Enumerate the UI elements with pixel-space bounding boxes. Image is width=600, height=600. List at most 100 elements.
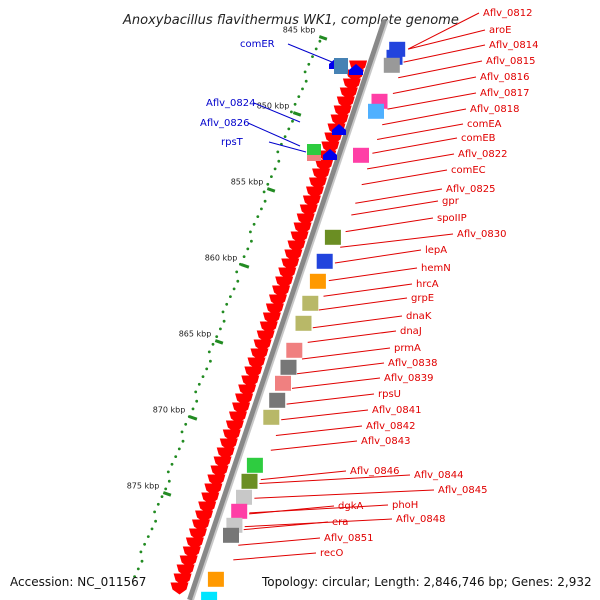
gene-label[interactable]: Aflv_0822 (458, 149, 508, 160)
gene-label[interactable]: Aflv_0842 (366, 421, 416, 432)
callout-line (392, 76, 477, 94)
callout-line (345, 217, 434, 233)
forward-gene-arrow (284, 249, 303, 262)
gc-dot (291, 119, 294, 123)
gene-label[interactable]: Aflv_0845 (438, 485, 488, 496)
callout-line (301, 347, 391, 360)
forward-gene-arrow (275, 276, 294, 289)
gene-label[interactable]: dnaK (406, 311, 432, 322)
scale-tick (188, 415, 198, 421)
gene-label[interactable]: comEB (461, 133, 496, 144)
gc-dot (136, 567, 140, 571)
gene-label[interactable]: hrcA (416, 279, 439, 290)
gene-label[interactable]: prmA (394, 343, 421, 354)
feature-box (275, 375, 291, 391)
gene-label[interactable]: Aflv_0818 (470, 104, 520, 115)
gene-label[interactable]: aroE (489, 25, 511, 36)
gene-label[interactable]: Aflv_0812 (483, 8, 533, 19)
feature-box (295, 315, 312, 331)
gene-label[interactable]: phoH (392, 500, 418, 511)
feature-box (307, 144, 321, 156)
gene-label[interactable]: Aflv_0817 (480, 88, 530, 99)
gene-label[interactable]: dgkA (338, 501, 363, 512)
feature-box (368, 103, 384, 119)
gene-label[interactable]: comER (240, 39, 275, 50)
feature-track (170, 41, 406, 600)
gene-label[interactable]: Aflv_0851 (324, 533, 374, 544)
gene-label[interactable]: comEC (451, 165, 486, 176)
forward-gene-arrow (222, 429, 241, 442)
gene-label[interactable]: lepA (425, 245, 447, 256)
callout-line (243, 521, 329, 531)
gene-label[interactable]: era (332, 517, 348, 528)
gene-label[interactable]: dnaJ (400, 326, 422, 337)
gene-label[interactable]: Aflv_0838 (388, 358, 438, 369)
gc-dot (246, 247, 250, 251)
gc-dot (209, 359, 212, 363)
feature-box (231, 503, 248, 519)
gc-dot (150, 527, 154, 531)
gene-label[interactable]: Aflv_0839 (384, 373, 434, 384)
gene-label[interactable]: rpsU (378, 389, 401, 400)
gene-label[interactable]: Aflv_0844 (414, 470, 464, 481)
gc-dot (221, 310, 225, 314)
gc-dot (314, 47, 318, 51)
gene-label[interactable]: Aflv_0841 (372, 405, 422, 416)
forward-gene-arrow (241, 375, 260, 388)
callout-line (387, 92, 477, 110)
gene-label[interactable]: hemN (421, 263, 451, 274)
gene-label[interactable]: Aflv_0830 (457, 229, 507, 240)
scale-ticks: 845 kbp 850 kbp 855 kbp 860 kbp 865 kbp 870 k… (127, 26, 328, 497)
gene-label[interactable]: Aflv_0814 (489, 40, 539, 51)
gene-label[interactable]: Aflv_0848 (396, 514, 446, 525)
forward-gene-arrow (247, 357, 266, 370)
forward-gene-arrow (198, 501, 217, 514)
forward-gene-arrow (201, 492, 220, 505)
callout-line (233, 552, 317, 561)
gene-label[interactable]: Aflv_0825 (446, 184, 496, 195)
forward-gene-arrow (342, 78, 361, 91)
gene-label[interactable]: recO (320, 548, 344, 559)
callout-line (382, 108, 467, 126)
feature-box (280, 359, 297, 375)
callout-line (351, 200, 439, 216)
backbone-highlight (192, 19, 389, 600)
gene-label[interactable]: spoIIP (437, 213, 467, 224)
feature-box (263, 409, 280, 425)
gene-label[interactable]: gpr (442, 196, 460, 207)
gc-dot (301, 87, 304, 91)
scale-tick-label: 845 kbp (283, 26, 316, 35)
gc-dot (318, 39, 322, 43)
gc-dot (140, 559, 144, 563)
callout-line (286, 393, 375, 405)
reverse-gene-arrow (349, 64, 363, 75)
callout-line (398, 60, 483, 79)
gene-label[interactable]: Aflv_0824 (206, 98, 256, 109)
gc-dot (270, 175, 273, 179)
forward-gene-arrow (182, 546, 201, 559)
scale-tick (292, 111, 302, 117)
gene-label[interactable]: Aflv_0843 (361, 436, 411, 447)
gene-label[interactable]: Aflv_0826 (200, 118, 250, 129)
gene-label[interactable]: comEA (467, 119, 502, 130)
gene-label[interactable]: rpsT (221, 137, 244, 148)
gene-label[interactable]: grpE (411, 293, 434, 304)
forward-gene-arrow (210, 465, 229, 478)
forward-gene-arrow (290, 231, 309, 244)
gc-dot (166, 470, 170, 474)
gc-dot (180, 430, 184, 434)
gc-dot (239, 262, 242, 266)
feature-box (324, 229, 341, 245)
callout-line (328, 267, 418, 282)
forward-gene-arrow (324, 132, 343, 145)
forward-gene-arrow (293, 222, 312, 235)
gene-label[interactable]: Aflv_0846 (350, 466, 400, 477)
gc-dot (250, 239, 253, 243)
scale-tick-label: 855 kbp (231, 178, 264, 187)
forward-gene-arrow (259, 321, 278, 334)
gene-label[interactable]: Aflv_0816 (480, 72, 530, 83)
feature-box (353, 147, 369, 163)
gene-label[interactable]: Aflv_0815 (486, 56, 536, 67)
feature-box (286, 342, 303, 358)
gc-dot (143, 542, 147, 546)
